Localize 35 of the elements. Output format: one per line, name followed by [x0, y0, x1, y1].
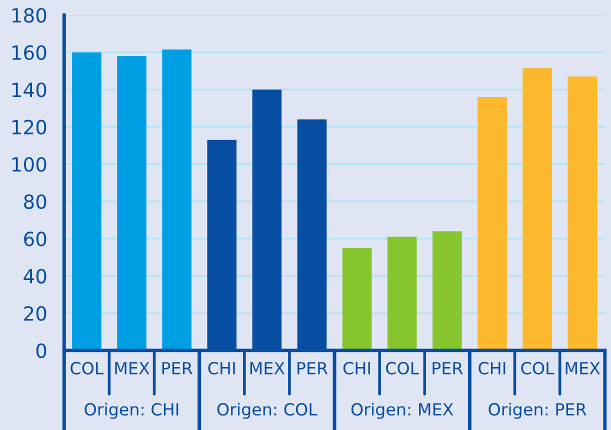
- y-tick-label: 100: [12, 157, 46, 172]
- text: Origen: PER: [488, 402, 586, 419]
- x-tick-label: COL: [521, 362, 554, 374]
- bar: [117, 56, 146, 350]
- x-tick-label: COL: [386, 362, 420, 374]
- bar: [72, 52, 102, 350]
- x-tick-label: PER: [298, 362, 328, 374]
- y-tick-label: 180: [12, 8, 46, 23]
- y-tick-label: 140: [12, 82, 46, 98]
- bar: [387, 236, 417, 350]
- bar: [522, 68, 552, 350]
- y-tick-label: 60: [24, 232, 46, 246]
- y-tick-label: 40: [24, 268, 46, 284]
- bar: [342, 248, 372, 350]
- y-tick-label: 20: [24, 306, 46, 321]
- text: Origen: CHI: [84, 402, 178, 419]
- bar: [568, 76, 598, 350]
- x-tick-label: COL: [70, 362, 104, 374]
- x-tick-label: CHI: [478, 362, 506, 374]
- x-tick-label: CHI: [208, 362, 235, 374]
- x-tick-label: MEX: [115, 362, 150, 374]
- text: Origen: COL: [217, 402, 318, 419]
- x-tick-label: MEX: [250, 362, 285, 374]
- y-tick-label: 160: [12, 45, 46, 60]
- y-tick-label: 0: [36, 343, 46, 358]
- bar: [432, 231, 462, 350]
- bar: [162, 50, 192, 350]
- x-tick-label: PER: [162, 362, 192, 374]
- y-tick-label: 80: [24, 194, 46, 210]
- bar: [478, 97, 507, 350]
- y-tick-label: 120: [12, 120, 46, 135]
- x-tick-label: MEX: [566, 362, 600, 374]
- x-tick-label: PER: [432, 362, 463, 374]
- text: Origen: MEX: [351, 402, 454, 419]
- x-tick-label: CHI: [343, 362, 370, 374]
